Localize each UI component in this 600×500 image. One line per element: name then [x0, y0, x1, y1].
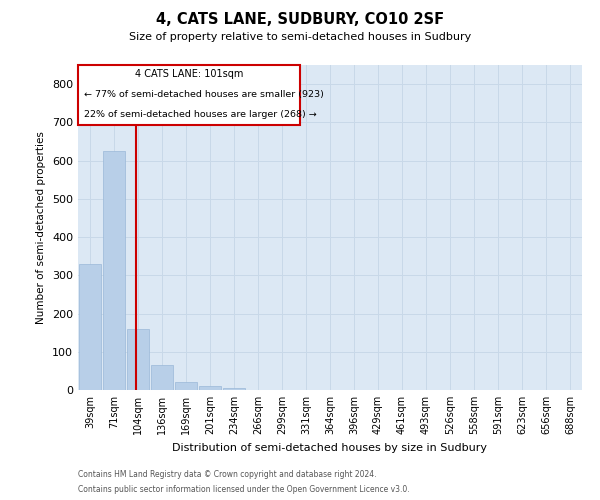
Bar [199, 386, 221, 390]
Bar [103, 151, 125, 390]
Text: Contains public sector information licensed under the Open Government Licence v3: Contains public sector information licen… [78, 485, 410, 494]
X-axis label: Distribution of semi-detached houses by size in Sudbury: Distribution of semi-detached houses by … [173, 442, 487, 452]
FancyBboxPatch shape [78, 65, 300, 125]
Bar [127, 329, 149, 390]
Text: Contains HM Land Registry data © Crown copyright and database right 2024.: Contains HM Land Registry data © Crown c… [78, 470, 377, 479]
Bar [151, 365, 173, 390]
Text: 4 CATS LANE: 101sqm: 4 CATS LANE: 101sqm [134, 69, 243, 79]
Text: ← 77% of semi-detached houses are smaller (923): ← 77% of semi-detached houses are smalle… [84, 90, 324, 100]
Text: 22% of semi-detached houses are larger (268) →: 22% of semi-detached houses are larger (… [84, 110, 317, 119]
Bar [175, 382, 197, 390]
Y-axis label: Number of semi-detached properties: Number of semi-detached properties [37, 131, 46, 324]
Bar [223, 388, 245, 390]
Bar [79, 264, 101, 390]
Text: Size of property relative to semi-detached houses in Sudbury: Size of property relative to semi-detach… [129, 32, 471, 42]
Text: 4, CATS LANE, SUDBURY, CO10 2SF: 4, CATS LANE, SUDBURY, CO10 2SF [156, 12, 444, 28]
